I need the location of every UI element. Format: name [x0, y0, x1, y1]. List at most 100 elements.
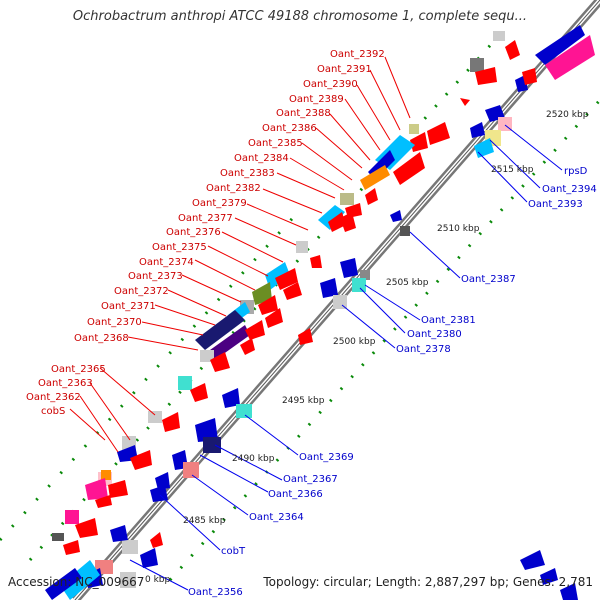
- gene-forward: [162, 412, 180, 432]
- gene-reverse: [540, 568, 558, 585]
- topology-info: Topology: circular; Length: 2,887,297 bp…: [263, 575, 593, 589]
- gene-label: Oant_2367: [283, 474, 338, 485]
- gene-forward: [365, 188, 378, 205]
- gene-forward: [190, 383, 208, 402]
- kbp-label: 2510 kbp: [437, 224, 480, 234]
- accession-text: Accession: NC_009667: [8, 575, 145, 589]
- gene-label: Oant_2385: [248, 138, 303, 149]
- gene-forward: [410, 132, 428, 152]
- gene-label: Oant_2372: [114, 286, 169, 297]
- gene-forward: [52, 533, 64, 541]
- gene-forward: [63, 540, 80, 555]
- gene-forward: [195, 310, 245, 350]
- gene-reverse: [203, 437, 221, 453]
- gene-forward: [318, 205, 345, 230]
- gene-label: Oant_2386: [262, 123, 317, 134]
- gene-reverse: [120, 572, 136, 588]
- gene-reverse: [340, 258, 358, 278]
- gene-reverse: [110, 525, 128, 542]
- gene-label: rpsD: [564, 166, 588, 177]
- red-gene-labels: Oant_2392 Oant_2391 Oant_2390 Oant_2389 …: [26, 49, 385, 417]
- gene-forward: [240, 338, 255, 355]
- gene-reverse: [60, 560, 100, 600]
- gene-forward: [65, 510, 79, 524]
- gene-forward: [258, 295, 278, 315]
- kbp-label: 2485 kbp: [183, 516, 226, 526]
- gene-label: Oant_2391: [317, 64, 372, 75]
- gene-reverse: [222, 388, 240, 408]
- kbp-label: 0 kbp: [145, 575, 171, 585]
- gene-forward: [85, 478, 108, 500]
- gene-label: Oant_2356: [188, 587, 243, 598]
- gene-reverse: [298, 328, 313, 345]
- gene-forward: [360, 165, 390, 190]
- gene-label: Oant_2389: [289, 94, 344, 105]
- gene-reverse: [560, 583, 578, 600]
- gene-forward: [245, 320, 265, 340]
- gene-forward: [265, 308, 283, 328]
- gene-label: Oant_2363: [38, 378, 93, 389]
- gene-reverse: [400, 226, 410, 236]
- gene-forward: [460, 98, 470, 106]
- gene-forward: [409, 124, 419, 134]
- gene-forward: [545, 35, 595, 80]
- gene-reverse: [155, 472, 170, 490]
- gene-forward: [101, 470, 111, 480]
- map-title: Ochrobactrum anthropi ATCC 49188 chromos…: [72, 9, 528, 24]
- gene-label: Oant_2392: [330, 49, 385, 60]
- gene-forward: [427, 122, 450, 145]
- gene-reverse: [360, 270, 370, 280]
- gene-forward: [275, 268, 298, 290]
- kbp-label: 2515 kbp: [491, 165, 534, 175]
- gene-label: Oant_2373: [128, 271, 183, 282]
- gene-forward: [265, 262, 290, 290]
- gene-forward: [296, 241, 308, 253]
- kbp-label: 2505 kbp: [386, 278, 429, 288]
- gene-forward: [148, 411, 162, 423]
- gene-reverse: [352, 278, 366, 292]
- red-connectors: [69, 56, 411, 453]
- gene-label: Oant_2380: [407, 329, 462, 340]
- gene-reverse: [150, 532, 163, 548]
- gene-reverse: [470, 122, 485, 138]
- gene-reverse: [195, 418, 218, 442]
- gene-label: Oant_2374: [139, 257, 194, 268]
- kbp-labels: 2485 kbp 2490 kbp 2495 kbp 2500 kbp 2505…: [145, 110, 589, 585]
- gene-reverse: [520, 550, 545, 570]
- gene-forward: [340, 212, 356, 232]
- gene-forward: [210, 352, 230, 372]
- gene-label: Oant_2379: [192, 198, 247, 209]
- gene-label: Oant_2371: [101, 301, 156, 312]
- gene-forward: [505, 40, 520, 60]
- gene-label: Oant_2383: [220, 168, 275, 179]
- gene-label: Oant_2368: [74, 333, 129, 344]
- gene-reverse: [236, 404, 252, 418]
- gene-forward: [493, 31, 505, 41]
- gene-forward: [310, 255, 322, 268]
- gene-forward: [393, 152, 425, 185]
- gene-reverse: [183, 462, 199, 478]
- gene-reverse: [522, 68, 537, 85]
- gene-label: Oant_2394: [542, 184, 597, 195]
- gene-label: Oant_2381: [421, 315, 476, 326]
- gene-reverse: [122, 540, 138, 554]
- gene-forward: [75, 518, 98, 538]
- gene-label: Oant_2393: [528, 199, 583, 210]
- gene-label: cobS: [41, 406, 65, 417]
- gene-forward: [95, 495, 112, 508]
- gene-forward: [200, 350, 214, 362]
- blue-gene-labels: rpsD Oant_2394 Oant_2393 Oant_2387 Oant_…: [188, 166, 597, 598]
- gene-label: Oant_2376: [166, 227, 221, 238]
- gene-label: Oant_2362: [26, 392, 81, 403]
- kbp-label: 2520 kbp: [546, 110, 589, 120]
- gene-label: Oant_2364: [249, 512, 304, 523]
- gene-label: Oant_2365: [51, 364, 106, 375]
- gene-label: Oant_2387: [461, 274, 516, 285]
- kbp-label: 2495 kbp: [282, 396, 325, 406]
- gene-label: Oant_2390: [303, 79, 358, 90]
- gene-label: Oant_2378: [396, 344, 451, 355]
- gene-forward: [210, 325, 250, 360]
- gene-features: [45, 25, 595, 600]
- gene-label: Oant_2384: [234, 153, 289, 164]
- gene-forward: [475, 67, 497, 85]
